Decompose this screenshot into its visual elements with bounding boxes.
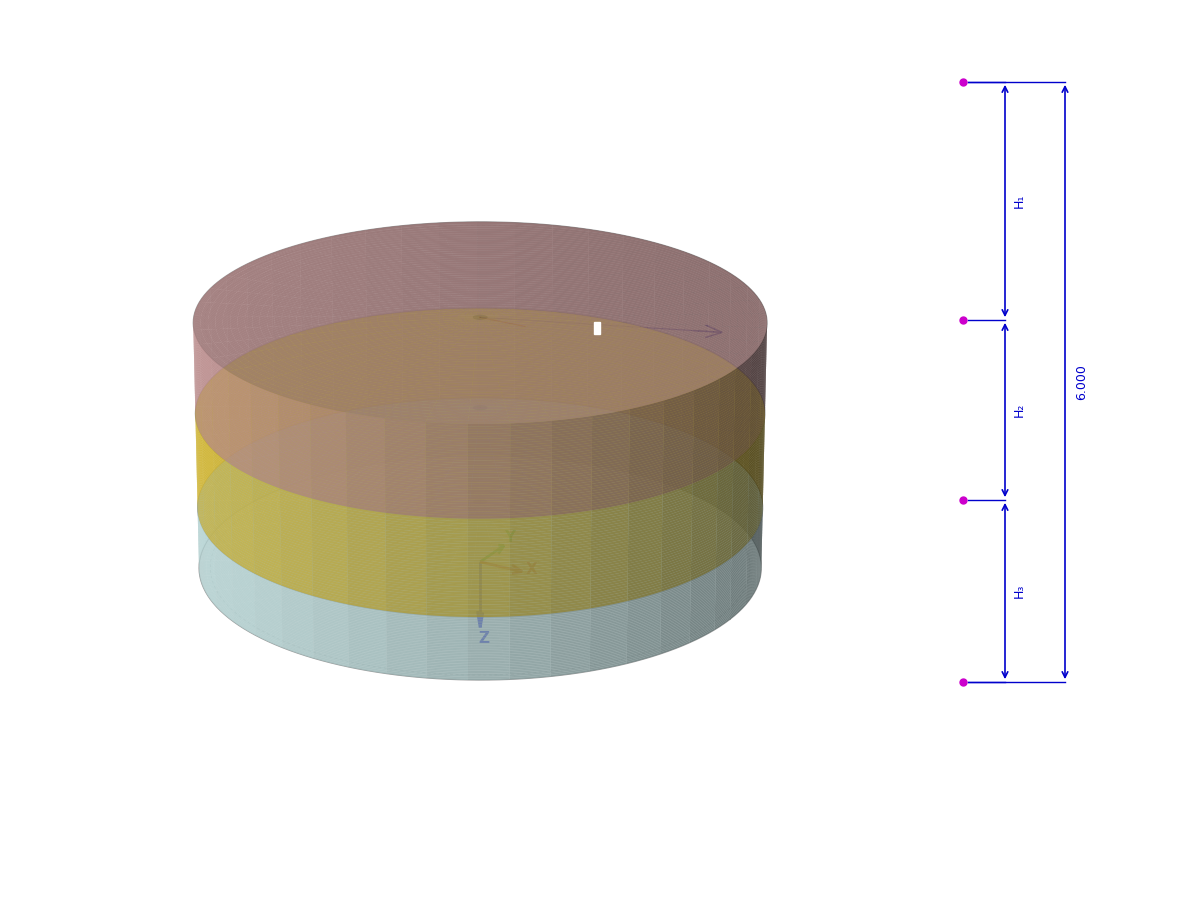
Text: 6.000: 6.000 bbox=[1075, 364, 1088, 400]
Text: H₃: H₃ bbox=[1013, 584, 1026, 598]
Text: H₂: H₂ bbox=[1013, 403, 1026, 418]
Text: H₁: H₁ bbox=[1013, 194, 1026, 208]
